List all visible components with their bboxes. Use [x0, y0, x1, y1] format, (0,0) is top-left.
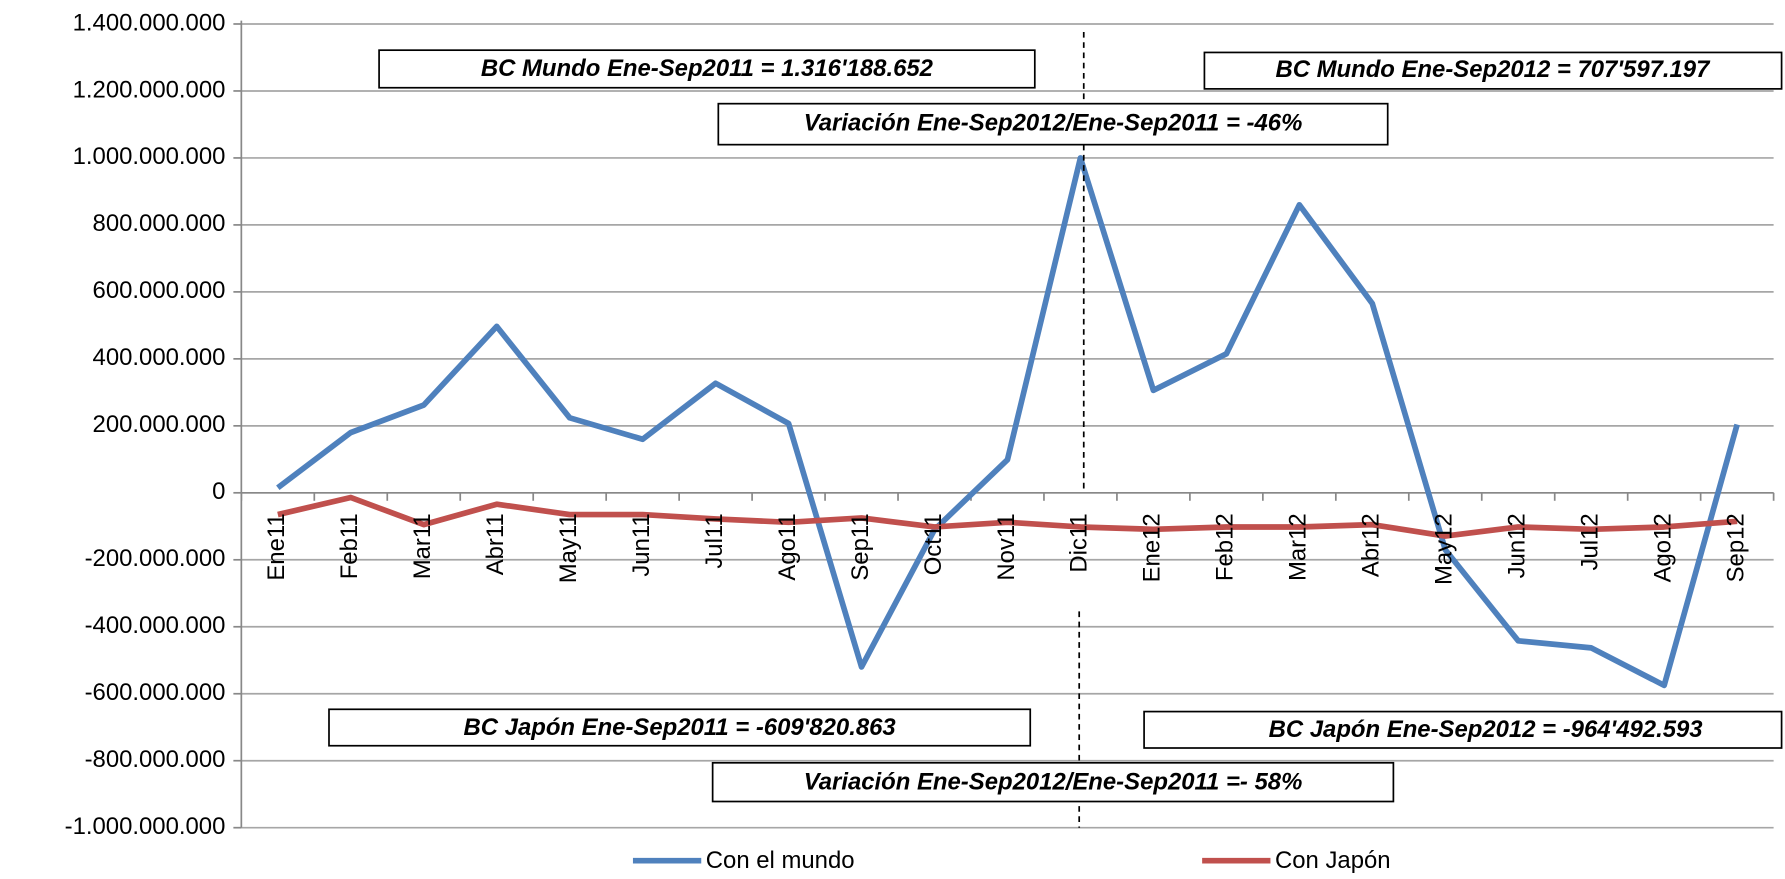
annotation: BC Mundo Ene-Sep2012 = 707'597.197: [1275, 56, 1711, 83]
y-tick-label: -1.000.000.000: [65, 813, 226, 840]
line-series: [276, 155, 1740, 689]
series-layer: [276, 155, 1740, 689]
x-tick-label: Nov11: [993, 513, 1020, 580]
x-tick-label: Ene12: [1139, 513, 1166, 582]
annotation-box: [1143, 710, 1783, 749]
legend: Con el mundo Con Japón: [632, 847, 1391, 874]
annotation-box: [711, 761, 1395, 803]
x-tick-label: Feb11: [336, 513, 363, 579]
y-tick-label: 1.000.000.000: [73, 143, 226, 170]
y-tick-label: 1.200.000.000: [73, 76, 226, 103]
y-tick-label: 600.000.000: [93, 277, 226, 304]
x-tick-label: Ago12: [1649, 513, 1676, 582]
x-tick-label: Jun12: [1504, 513, 1531, 578]
annotation: BC Japón Ene-Sep2012 = -964'492.593: [1269, 716, 1704, 743]
x-tick-label: Ene11: [263, 513, 290, 580]
legend-label: Con Japón: [1275, 847, 1391, 874]
y-tick-label: -200.000.000: [85, 545, 226, 572]
annotation: Variación Ene-Sep2012/Ene-Sep2011 = -46%: [804, 109, 1303, 136]
y-tick-label: -600.000.000: [85, 679, 226, 706]
annotation-box: [717, 102, 1389, 146]
y-tick-label: 0: [212, 478, 225, 505]
x-tick-label: Sep11: [847, 513, 874, 580]
x-tick-label: Abr11: [482, 513, 509, 575]
y-tick-label: 200.000.000: [93, 411, 226, 438]
x-tick-label: May11: [555, 513, 582, 583]
x-tick-label: Oct11: [920, 513, 947, 575]
x-tick-label: Feb12: [1212, 513, 1239, 581]
x-tick-label: Sep12: [1722, 513, 1749, 582]
x-tick-label: Ago11: [774, 513, 801, 580]
x-tick-label: Jul12: [1577, 513, 1604, 570]
annotation-box: [378, 49, 1036, 89]
y-tick-label: -400.000.000: [85, 612, 226, 639]
legend-label: Con el mundo: [706, 847, 855, 874]
y-tick-label: 400.000.000: [93, 344, 226, 371]
y-tick-label: -800.000.000: [85, 746, 226, 773]
y-tick-label: 800.000.000: [93, 210, 226, 237]
x-tick-label: Mar12: [1285, 513, 1312, 581]
annotation: BC Mundo Ene-Sep2011 = 1.316'188.652: [481, 55, 934, 82]
x-tick-label: Abr12: [1358, 513, 1385, 577]
grid: -1.000.000.000 -800.000.000 -600.000.000 -4…: [65, 9, 1775, 840]
annotation-box: [1203, 51, 1783, 90]
annotation-box: [328, 708, 1032, 747]
annotation: Variación Ene-Sep2012/Ene-Sep2011 =- 58%: [804, 769, 1303, 796]
line-series: [277, 494, 1738, 539]
x-tick-label: Dic11: [1066, 513, 1093, 572]
x-tick-label: May12: [1431, 513, 1458, 585]
y-tick-label: 1.400.000.000: [73, 9, 226, 36]
x-tick-label: Mar11: [409, 513, 436, 579]
x-tick-label: Jul11: [701, 513, 728, 568]
annotation: BC Japón Ene-Sep2011 = -609'820.863: [464, 714, 897, 741]
x-tick-label: Jun11: [628, 513, 655, 576]
